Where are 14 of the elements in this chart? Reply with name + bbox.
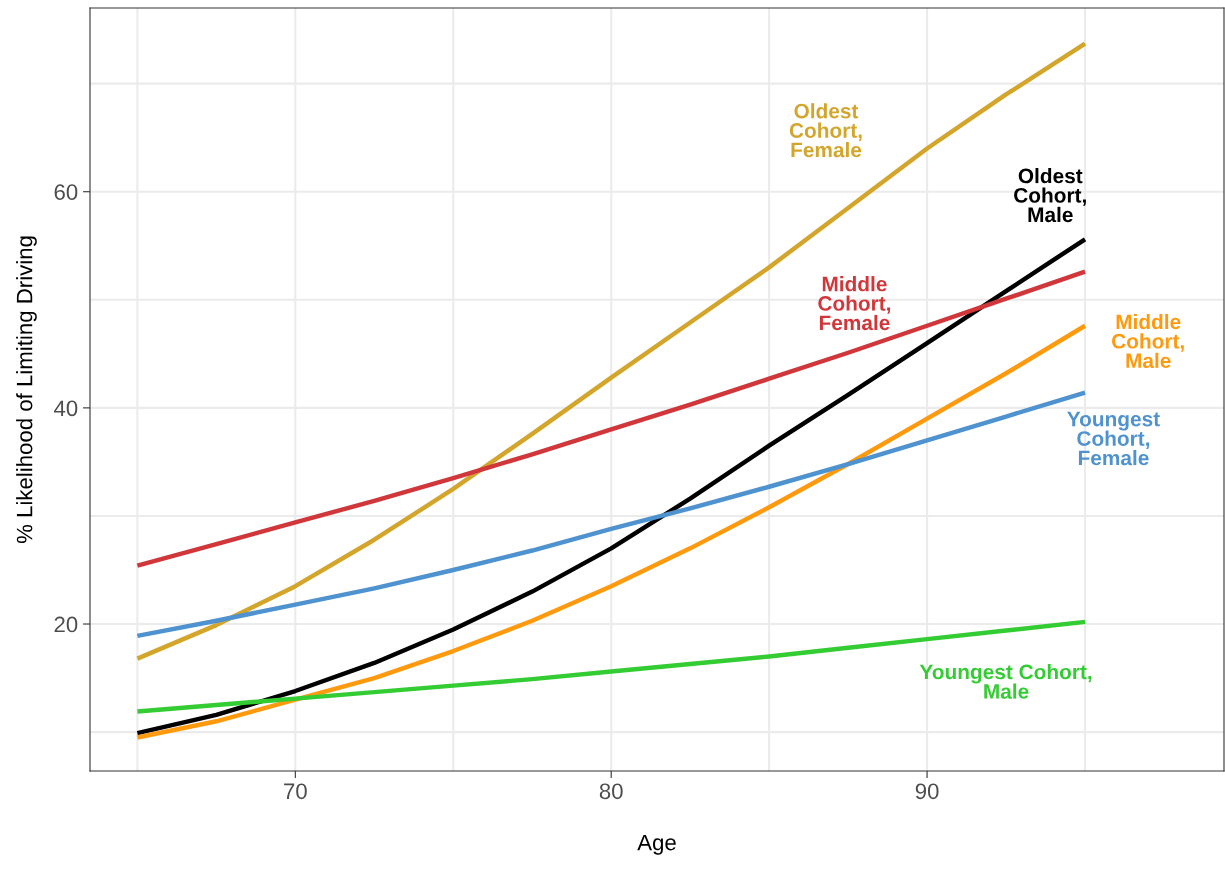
series-label: Middle Cohort, Male [1112, 313, 1184, 369]
y-axis-title: % Likelihood of Limiting Driving [16, 236, 37, 544]
series-label: Oldest Cohort, Male [1014, 168, 1086, 223]
x-tick-label: 70 [284, 783, 307, 800]
y-tick-label: 60 [54, 184, 78, 200]
series-label: Youngest Cohort, Female [1067, 411, 1160, 466]
x-tick-label: 90 [915, 783, 939, 800]
x-tick-label: 80 [599, 783, 623, 800]
series-label: Oldest Cohort, Female [789, 103, 862, 158]
y-tick-label: 40 [53, 400, 78, 417]
series-label: Middle Cohort, Female [818, 276, 891, 331]
y-tick-label: 20 [54, 616, 78, 633]
series-label: Youngest Cohort, Male [919, 663, 1092, 699]
x-axis-title: Age [637, 834, 676, 855]
